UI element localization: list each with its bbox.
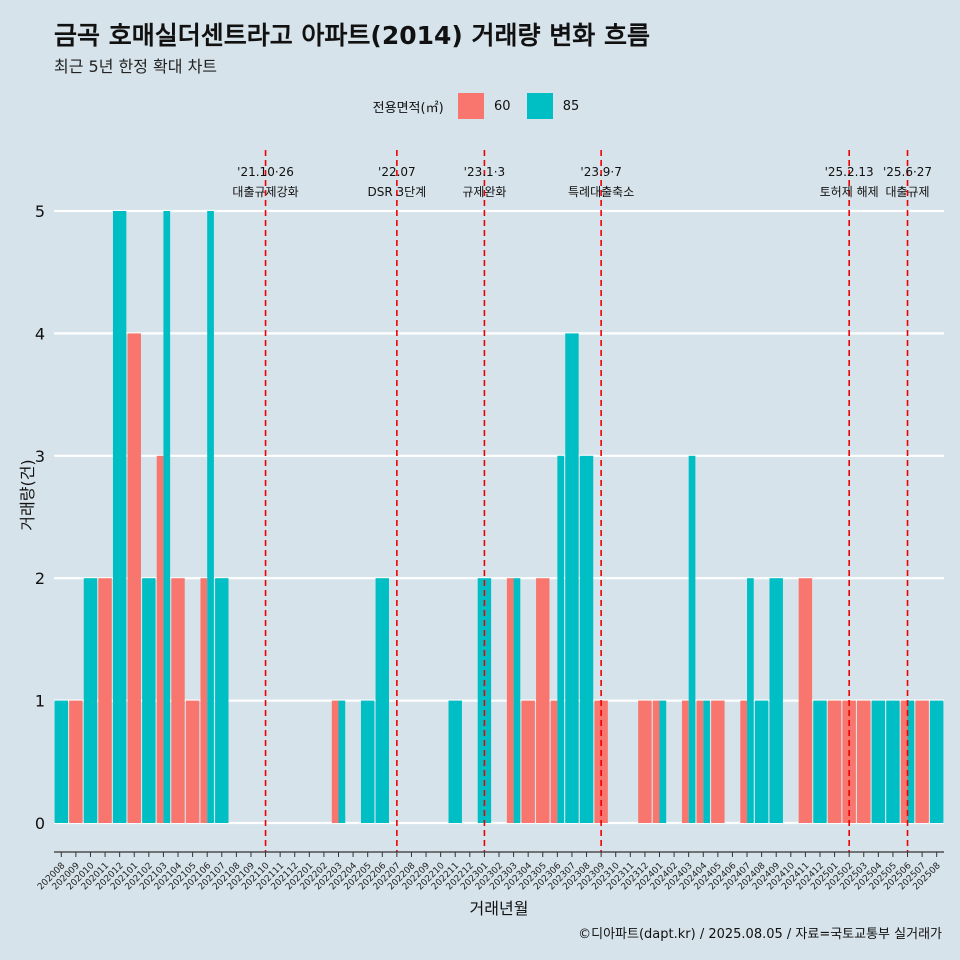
y-tick-label: 0 [35, 814, 45, 833]
bar-60-202103 [156, 455, 164, 823]
bar-60-202407 [740, 700, 748, 823]
bar-85-202205 [360, 700, 375, 823]
legend-swatch-60 [457, 93, 484, 119]
bar-85-202308 [579, 455, 594, 823]
event-label-4: 토허제 해제 [820, 185, 879, 199]
event-date-2: '23.1·3 [464, 165, 505, 179]
y-axis-title: 거래량(건) [18, 459, 37, 530]
bar-85-202401 [659, 700, 667, 823]
bar-85-202407 [747, 578, 754, 823]
bar-60-202105 [185, 700, 200, 823]
bar-85-202505 [886, 700, 900, 823]
bar-85-202106 [207, 211, 214, 823]
legend: 전용면적(㎡) 60 85 [0, 93, 960, 119]
bar-60-202203 [331, 700, 339, 823]
bar-60-202101 [127, 333, 141, 823]
event-label-3: 특례대출축소 [568, 185, 634, 199]
bar-85-202102 [142, 578, 156, 823]
y-tick-label: 4 [35, 324, 45, 343]
event-label-1: DSR 3단계 [368, 185, 427, 199]
bar-85-202307 [565, 333, 579, 823]
event-label-2: 규제완화 [462, 185, 506, 199]
bar-85-202506 [907, 700, 915, 823]
y-tick-label: 1 [35, 692, 45, 711]
chart-title: 금곡 호매실더센트라고 아파트(2014) 거래량 변화 흐름 [54, 21, 650, 50]
bar-85-202409 [769, 578, 783, 823]
bar-85-202010 [83, 578, 98, 823]
bar-85-202403 [688, 455, 696, 823]
bar-85-202206 [375, 578, 389, 823]
bar-85-202107 [215, 578, 229, 823]
bar-85-202404 [703, 700, 710, 823]
legend-swatch-85 [526, 93, 553, 119]
x-axis-title: 거래년월 [470, 899, 529, 918]
bar-60-202312 [638, 700, 652, 823]
bar-60-202506 [900, 700, 908, 823]
bar-60-202011 [98, 578, 112, 823]
bar-85-202103 [163, 211, 171, 823]
bar-85-202412 [813, 700, 827, 823]
bar-60-202306 [550, 700, 558, 823]
event-date-3: '23.9·7 [580, 165, 621, 179]
bar-60-202503 [857, 700, 871, 823]
chart-subtitle: 최근 5년 한정 확대 차트 [54, 57, 218, 76]
bar-60-202106 [200, 578, 208, 823]
legend-label-85: 85 [562, 98, 580, 114]
bar-60-202303 [506, 578, 514, 823]
event-date-0: '21.10·26 [237, 165, 294, 179]
bar-85-202008 [54, 700, 69, 823]
bar-60-202401 [652, 700, 660, 823]
bar-60-202009 [69, 700, 83, 823]
y-tick-label: 5 [35, 202, 45, 221]
bar-60-202507 [915, 700, 929, 823]
bar-60-202405 [711, 700, 725, 823]
event-label-5: 대출규제 [885, 185, 929, 199]
bar-85-202508 [929, 700, 944, 823]
bar-85-202504 [871, 700, 886, 823]
bar-60-202403 [681, 700, 689, 823]
event-date-5: '25.6·27 [883, 165, 932, 179]
bar-60-202104 [171, 578, 185, 823]
bar-85-202211 [448, 700, 462, 823]
bar-85-202408 [754, 700, 769, 823]
y-tick-label: 2 [35, 569, 45, 588]
y-tick-label: 3 [35, 447, 45, 466]
bar-60-202411 [798, 578, 813, 823]
bar-85-202203 [338, 700, 346, 823]
legend-label-60: 60 [493, 98, 511, 114]
bar-85-202012 [112, 211, 127, 823]
bar-60-202404 [696, 700, 704, 823]
event-date-1: '22.07 [378, 165, 416, 179]
event-date-4: '25.2.13 [825, 165, 874, 179]
bar-85-202303 [513, 578, 521, 823]
bar-60-202501 [827, 700, 842, 823]
bar-85-202306 [557, 455, 565, 823]
event-label-0: 대출규제강화 [232, 185, 298, 199]
bar-60-202304 [521, 700, 535, 823]
source-caption: ©디아파트(dapt.kr) / 2025.08.05 / 자료=국토교통부 실… [578, 927, 942, 942]
legend-title: 전용면적(㎡) [372, 100, 444, 116]
bar-60-202305 [536, 578, 550, 823]
